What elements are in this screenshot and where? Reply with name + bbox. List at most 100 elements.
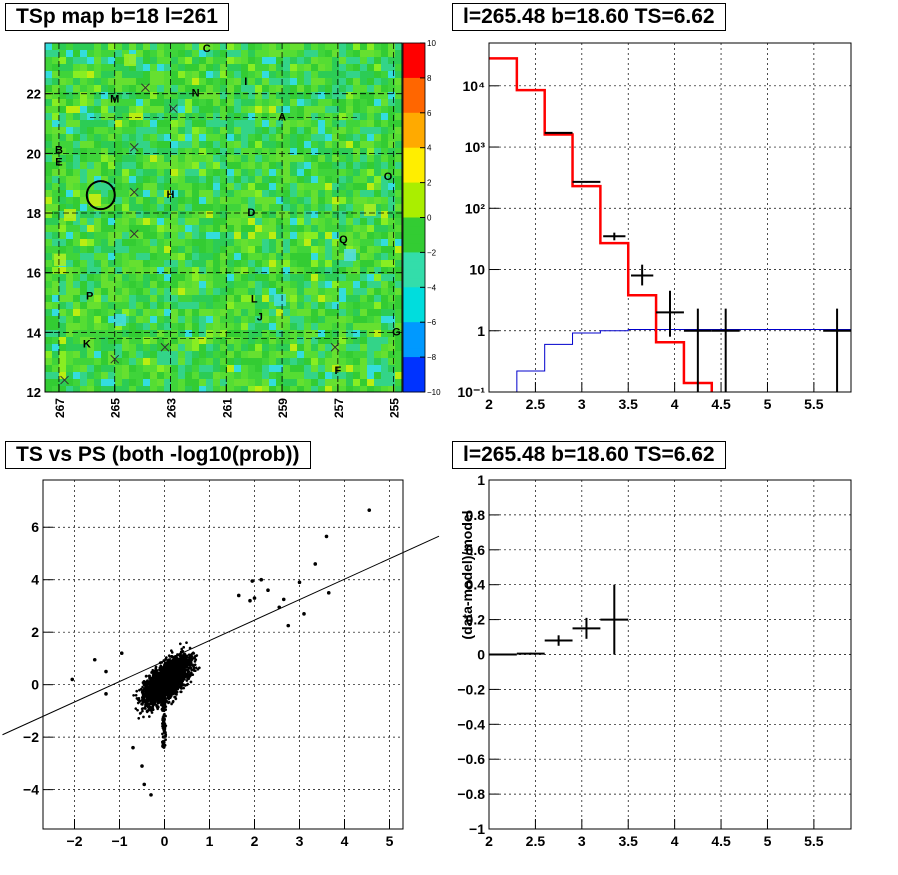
heatmap-cell: [115, 330, 122, 337]
heatmap-cell: [220, 281, 227, 288]
heatmap-cell: [80, 316, 87, 323]
heatmap-cell: [374, 190, 381, 197]
heatmap-cell: [206, 288, 213, 295]
heatmap-cell: [87, 148, 94, 155]
x-tick-label: 2: [485, 833, 493, 849]
residual-plot: 2 2.5 3 3.5 4 4.5 5 5.5−1−0.8−0.6−0.4−0.200.20.…: [457, 472, 852, 849]
heatmap-cell: [360, 190, 367, 197]
heatmap-cell: [339, 239, 346, 246]
heatmap-cell: [290, 148, 297, 155]
heatmap-cell: [143, 316, 150, 323]
heatmap-cell: [122, 176, 129, 183]
heatmap-cell: [45, 260, 52, 267]
heatmap-cell: [311, 365, 318, 372]
heatmap-cell: [367, 330, 374, 337]
heatmap-cell: [346, 379, 353, 386]
heatmap-cell: [290, 43, 297, 50]
heatmap-cell: [318, 43, 325, 50]
heatmap-cell: [346, 372, 353, 379]
heatmap-cell: [290, 351, 297, 358]
heatmap-cell: [388, 267, 395, 274]
heatmap-cell: [164, 197, 171, 204]
heatmap-cell: [150, 176, 157, 183]
heatmap-cell: [297, 50, 304, 57]
heatmap-cell: [332, 323, 339, 330]
heatmap-cell: [59, 246, 66, 253]
heatmap-cell: [248, 316, 255, 323]
heatmap-cell: [122, 113, 129, 120]
heatmap-cell: [318, 323, 325, 330]
heatmap-cell: [206, 162, 213, 169]
heatmap-cell: [318, 71, 325, 78]
heatmap-cell: [136, 302, 143, 309]
heatmap-cell: [66, 176, 73, 183]
heatmap-cell: [388, 358, 395, 365]
heatmap-cell: [290, 379, 297, 386]
heatmap-cell: [178, 71, 185, 78]
heatmap-cell: [87, 204, 94, 211]
heatmap-cell: [255, 64, 262, 71]
heatmap-cell: [332, 337, 339, 344]
heatmap-cell: [143, 218, 150, 225]
heatmap-cell: [346, 64, 353, 71]
heatmap-cell: [45, 71, 52, 78]
heatmap-cell: [304, 78, 311, 85]
heatmap-cell: [122, 43, 129, 50]
heatmap-cell: [129, 302, 136, 309]
heatmap-cell: [94, 281, 101, 288]
heatmap-cell: [94, 246, 101, 253]
heatmap-cell: [332, 106, 339, 113]
heatmap-cell: [297, 232, 304, 239]
y-tick-label: 16: [27, 266, 41, 281]
heatmap-cell: [283, 169, 290, 176]
heatmap-cell: [339, 351, 346, 358]
heatmap-cell: [311, 162, 318, 169]
heatmap-cell: [346, 316, 353, 323]
heatmap-cell: [255, 113, 262, 120]
heatmap-cell: [346, 71, 353, 78]
heatmap-cell: [80, 183, 87, 190]
cross-marker: [129, 143, 139, 152]
heatmap-cell: [143, 50, 150, 57]
heatmap-cell: [234, 323, 241, 330]
heatmap-cell: [346, 148, 353, 155]
heatmap-cell: [178, 232, 185, 239]
heatmap-cell: [241, 351, 248, 358]
heatmap-cell: [269, 302, 276, 309]
heatmap-cell: [185, 225, 192, 232]
heatmap-cell: [374, 239, 381, 246]
heatmap-cell: [304, 64, 311, 71]
heatmap-cell: [220, 351, 227, 358]
heatmap-cell: [234, 134, 241, 141]
heatmap-cell: [185, 379, 192, 386]
heatmap-cell: [45, 162, 52, 169]
heatmap-cell: [94, 239, 101, 246]
heatmap-cell: [241, 323, 248, 330]
x-tick-label: 5: [764, 833, 772, 849]
heatmap-cell: [52, 365, 59, 372]
heatmap-cell: [94, 127, 101, 134]
heatmap-cell: [115, 246, 122, 253]
heatmap-cell: [122, 155, 129, 162]
heatmap-cell: [374, 120, 381, 127]
heatmap-cell: [178, 365, 185, 372]
heatmap-cell: [101, 183, 108, 190]
heatmap-cell: [325, 71, 332, 78]
heatmap-cell: [262, 190, 269, 197]
heatmap-cell: [199, 99, 206, 106]
heatmap-cell: [87, 239, 94, 246]
heatmap-cell: [248, 204, 255, 211]
heatmap-cell: [395, 344, 402, 351]
heatmap-cell: [122, 134, 129, 141]
heatmap-cell: [178, 134, 185, 141]
heatmap-cell: [227, 239, 234, 246]
heatmap-cell: [311, 57, 318, 64]
heatmap-cell: [346, 267, 353, 274]
scatter-point: [367, 508, 372, 512]
heatmap-cell: [87, 120, 94, 127]
heatmap-cell: [122, 64, 129, 71]
heatmap-cell: [52, 323, 59, 330]
heatmap-cell: [108, 162, 115, 169]
heatmap-cell: [290, 337, 297, 344]
heatmap-cell: [150, 253, 157, 260]
